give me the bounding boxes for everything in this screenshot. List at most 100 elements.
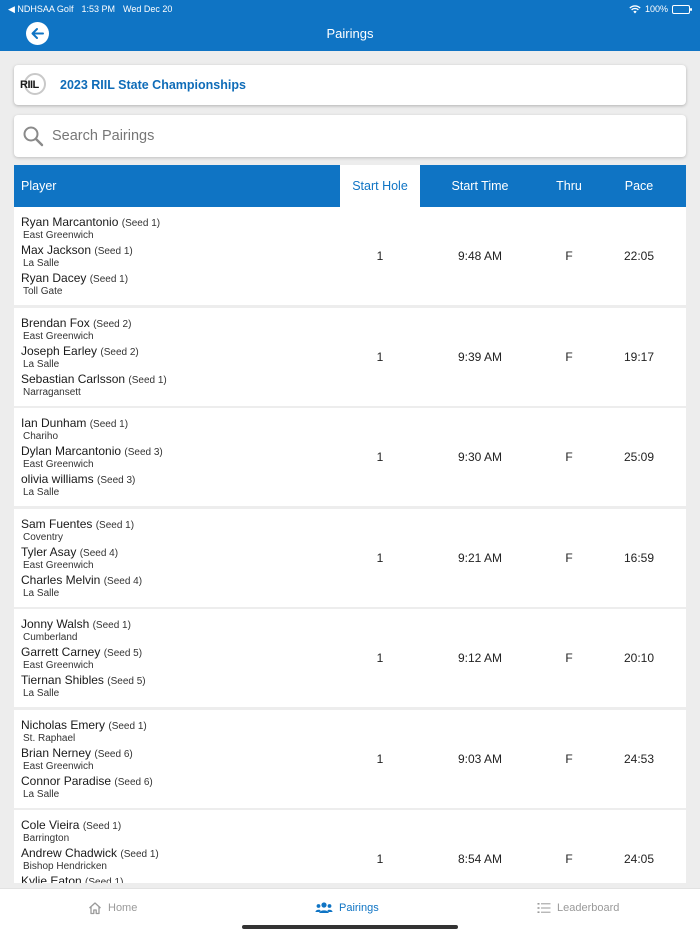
player-seed: (Seed 1) <box>121 218 161 229</box>
column-header-pace[interactable]: Pace <box>624 179 654 193</box>
player-seed: (Seed 4) <box>79 547 119 559</box>
pairing-row[interactable]: Ryan Marcantonio (Seed 1) East Greenwich M… <box>14 207 686 305</box>
thru-cell: F <box>565 550 573 565</box>
pairing-row[interactable]: Nicholas Emery (Seed 1) St. Raphael Brian … <box>14 709 686 808</box>
event-title: 2023 RIIL State Championships <box>60 78 246 92</box>
player-school: La Salle <box>23 358 60 370</box>
player-school: Coventry <box>23 531 64 543</box>
pairing-row[interactable]: Brendan Fox (Seed 2) East Greenwich Joseph… <box>14 307 686 406</box>
tab-pairings[interactable]: Pairings <box>315 901 379 915</box>
pace-cell: 19:17 <box>623 349 655 364</box>
column-header-start-time[interactable]: Start Time <box>451 179 509 193</box>
player-seed: (Seed 2) <box>100 346 139 358</box>
event-card[interactable]: RIIL 2023 RIIL State Championships <box>14 65 686 105</box>
player-name-text: Cole Vieira <box>21 818 80 832</box>
player-seed: (Seed 1) <box>89 419 129 430</box>
pace-cell: 25:09 <box>623 450 655 464</box>
player-school: Barrington <box>23 833 70 844</box>
thru-cell: F <box>565 651 573 665</box>
player-name[interactable]: Garrett Carney (Seed 5) <box>21 645 146 659</box>
pace-cell: 24:53 <box>623 751 655 766</box>
player-name[interactable]: Charles Melvin (Seed 4) <box>21 573 142 587</box>
player-seed: (Seed 1) <box>94 246 133 257</box>
arrow-left-icon <box>31 28 44 39</box>
player-name[interactable]: Andrew Chadwick (Seed 1) <box>21 846 159 860</box>
player-school: East Greenwich <box>23 230 94 241</box>
player-school: Narragansett <box>23 386 81 398</box>
player-school: Toll Gate <box>23 286 63 297</box>
player-name[interactable]: Ryan Marcantonio (Seed 1) <box>21 215 160 229</box>
pairings-list[interactable]: Ryan Marcantonio (Seed 1) East Greenwich M… <box>14 207 686 883</box>
player-seed: (Seed 1) <box>85 877 124 883</box>
status-date: Wed Dec 20 <box>122 4 173 14</box>
player-name[interactable]: Jonny Walsh (Seed 1) <box>21 617 146 631</box>
player-name[interactable]: Brendan Fox (Seed 2) <box>21 316 167 330</box>
back-button[interactable] <box>26 22 49 45</box>
start-time-cell: 9:21 AM <box>457 550 503 565</box>
player-name-text: Ryan Dacey <box>21 271 87 285</box>
player-name[interactable]: Sam Fuentes (Seed 1) <box>21 517 142 531</box>
player-seed: (Seed 1) <box>92 620 131 631</box>
column-header-player[interactable]: Player <box>21 179 57 193</box>
player-seed: (Seed 1) <box>89 274 129 285</box>
player-name[interactable]: Dylan Marcantonio (Seed 3) <box>21 444 163 458</box>
battery-icon <box>672 4 692 14</box>
player-school: La Salle <box>23 258 60 269</box>
player-seed: (Seed 5) <box>107 676 146 687</box>
player-name[interactable]: Nicholas Emery (Seed 1) <box>21 718 153 732</box>
player-name[interactable]: Sebastian Carlsson (Seed 1) <box>21 372 167 386</box>
player-name[interactable]: Brian Nerney (Seed 6) <box>21 746 153 760</box>
player-name[interactable]: Connor Paradise (Seed 6) <box>21 774 153 788</box>
thru-cell: F <box>565 852 573 866</box>
pairing-row[interactable]: Jonny Walsh (Seed 1) Cumberland Garrett Ca… <box>14 609 686 707</box>
pairing-row[interactable]: Ian Dunham (Seed 1) Chariho Dylan Marcanto… <box>14 408 686 506</box>
player-seed: (Seed 1) <box>108 720 147 732</box>
back-to-app-link[interactable]: ◀ NDHSAA Golf <box>8 4 74 14</box>
player-name[interactable]: Ryan Dacey (Seed 1) <box>21 271 160 285</box>
player-seed: (Seed 3) <box>97 475 136 486</box>
player-group: Brendan Fox (Seed 2) East Greenwich Joseph… <box>21 316 167 400</box>
start-time-cell: 9:30 AM <box>457 450 503 464</box>
player-school: La Salle <box>23 587 60 599</box>
search-icon <box>23 126 44 147</box>
player-name[interactable]: Max Jackson (Seed 1) <box>21 243 160 257</box>
player-name[interactable]: olivia williams (Seed 3) <box>21 472 163 486</box>
player-school: East Greenwich <box>23 330 94 342</box>
player-name-text: Brian Nerney <box>21 745 92 760</box>
player-school: East Greenwich <box>23 459 94 470</box>
player-name-text: Charles Melvin <box>21 572 101 587</box>
player-school: Cumberland <box>23 632 78 643</box>
search-bar <box>14 115 686 157</box>
start-hole-cell: 1 <box>376 249 384 263</box>
column-header-thru[interactable]: Thru <box>556 179 582 193</box>
player-name-text: Brendan Fox <box>21 315 90 330</box>
player-name-text: Garrett Carney <box>21 645 101 659</box>
player-seed: (Seed 4) <box>103 575 143 587</box>
start-time-cell: 9:39 AM <box>457 349 503 364</box>
start-hole-cell: 1 <box>376 450 384 464</box>
player-seed: (Seed 5) <box>103 648 143 659</box>
player-name-text: Tiernan Shibles <box>21 673 104 687</box>
player-name[interactable]: Tiernan Shibles (Seed 5) <box>21 673 146 687</box>
column-header-start-hole[interactable]: Start Hole <box>340 165 420 207</box>
search-input[interactable] <box>52 128 652 144</box>
tab-home[interactable]: Home <box>88 901 137 915</box>
pairing-row[interactable]: Cole Vieira (Seed 1) Barrington Andrew Cha… <box>14 810 686 883</box>
thru-cell: F <box>565 249 573 263</box>
player-name[interactable]: Ian Dunham (Seed 1) <box>21 416 163 430</box>
table-header: Player Start Hole Start Time Thru Pace <box>14 165 686 207</box>
list-icon <box>537 903 551 913</box>
pairing-row[interactable]: Sam Fuentes (Seed 1) Coventry Tyler Asay (… <box>14 508 686 607</box>
thru-cell: F <box>565 450 573 464</box>
player-seed: (Seed 1) <box>128 374 167 386</box>
player-name-text: Connor Paradise <box>21 773 112 788</box>
player-name[interactable]: Tyler Asay (Seed 4) <box>21 545 142 559</box>
users-icon <box>315 902 333 913</box>
riil-logo: RIIL <box>20 73 48 97</box>
player-group: Cole Vieira (Seed 1) Barrington Andrew Cha… <box>21 818 159 883</box>
player-name[interactable]: Cole Vieira (Seed 1) <box>21 818 159 832</box>
tab-leaderboard[interactable]: Leaderboard <box>537 901 619 915</box>
status-time: 1:53 PM <box>81 4 115 14</box>
player-name[interactable]: Kylie Eaton (Seed 1) <box>21 874 159 883</box>
player-name[interactable]: Joseph Earley (Seed 2) <box>21 344 167 358</box>
